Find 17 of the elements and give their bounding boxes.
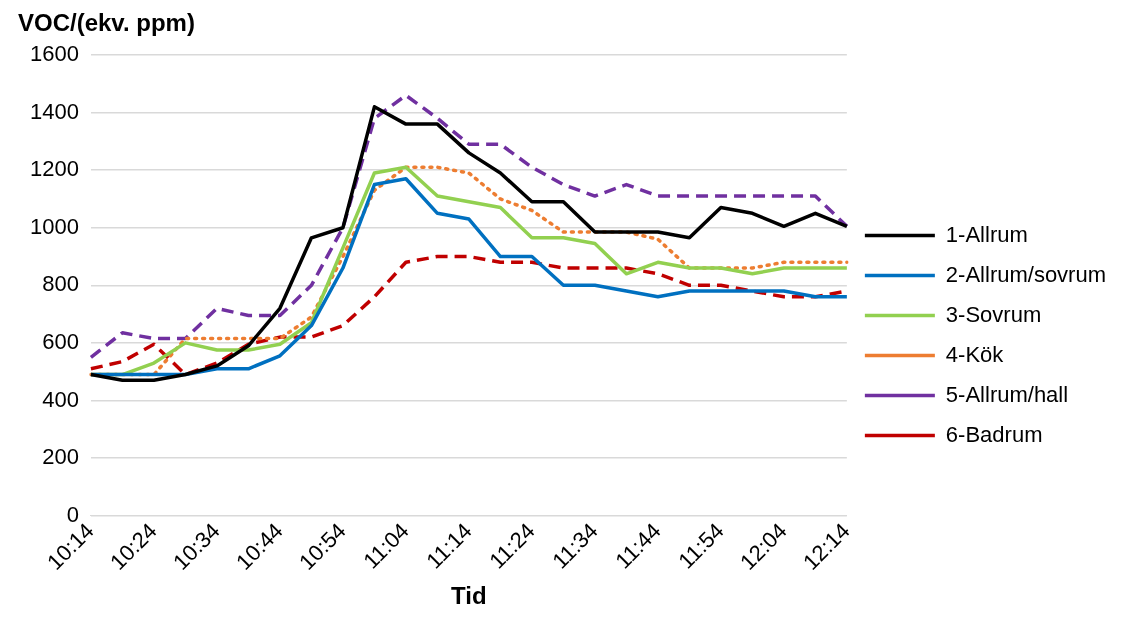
y-tick-label: 1400: [29, 98, 79, 124]
y-axis-title: VOC/(ekv. ppm): [18, 8, 195, 36]
y-tick-label: 1200: [29, 156, 79, 182]
y-tick-label: 200: [42, 444, 79, 470]
y-tick-label: 800: [42, 271, 79, 297]
legend-label: 3-Sovrum: [945, 301, 1042, 327]
y-tick-label: 1600: [29, 41, 79, 67]
legend-label: 6-Badrum: [945, 421, 1043, 447]
legend-label: 4-Kök: [945, 341, 1005, 367]
x-axis-title: Tid: [451, 582, 487, 610]
y-tick-label: 1000: [29, 213, 79, 239]
legend-label: 5-Allrum/hall: [945, 381, 1069, 407]
y-tick-label: 0: [66, 501, 79, 527]
legend-label: 2-Allrum/sovrum: [945, 261, 1107, 287]
y-tick-label: 400: [42, 386, 79, 412]
legend-label: 1-Allrum: [945, 221, 1028, 247]
y-tick-label: 600: [42, 328, 79, 354]
